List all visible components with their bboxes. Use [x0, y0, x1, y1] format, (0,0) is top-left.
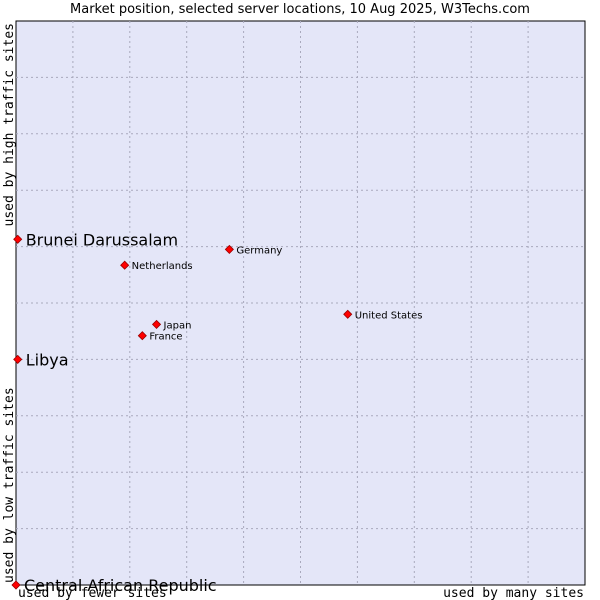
y-axis-label-low: used by low traffic sites	[2, 387, 17, 583]
point-libya[interactable]	[13, 354, 23, 364]
point-france[interactable]	[137, 331, 147, 341]
y-axis-label-high: used by high traffic sites	[2, 23, 17, 227]
label-united-states: United States	[355, 310, 423, 321]
x-axis-label-low: used by fewer sites	[18, 586, 167, 600]
label-netherlands: Netherlands	[132, 261, 193, 272]
point-united-states[interactable]	[343, 309, 353, 319]
label-brunei-darussalam: Brunei Darussalam	[26, 230, 178, 249]
label-libya: Libya	[26, 350, 69, 369]
point-germany[interactable]	[224, 244, 234, 254]
chart-title: Market position, selected server locatio…	[70, 2, 530, 17]
label-france: France	[149, 332, 182, 343]
point-brunei-darussalam[interactable]	[13, 234, 23, 244]
data-points: Brunei Darussalam Libya Central African Re…	[11, 230, 423, 595]
point-central-african-republic[interactable]	[11, 580, 21, 590]
x-axis-label-high: used by many sites	[443, 586, 584, 600]
label-central-african-republic: Central African Republic	[24, 576, 217, 595]
point-japan[interactable]	[151, 319, 162, 329]
label-japan: Japan	[163, 320, 192, 331]
grid-lines	[16, 21, 585, 585]
label-germany: Germany	[236, 245, 282, 256]
point-netherlands[interactable]	[120, 260, 130, 270]
